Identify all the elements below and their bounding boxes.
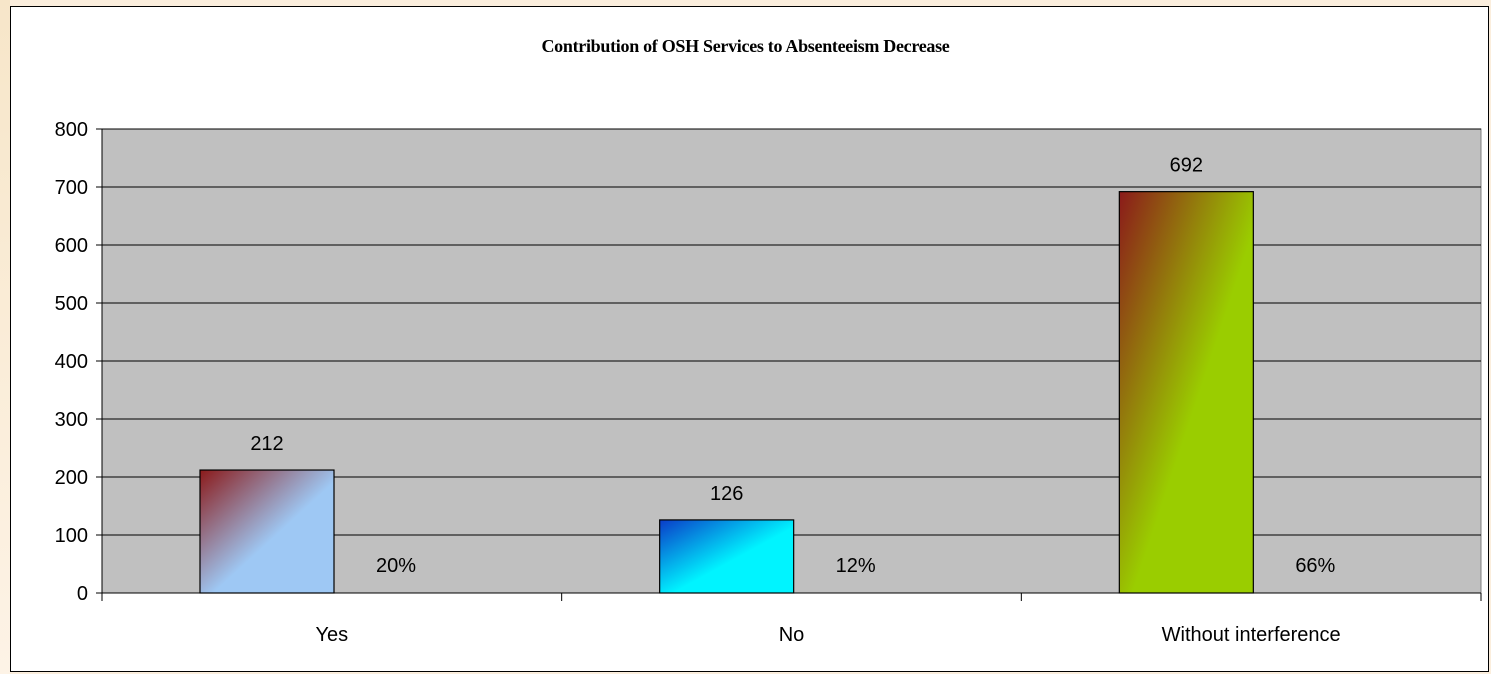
y-tick-label-700: 700: [55, 177, 88, 199]
x-tick-label-2: Without interference: [1162, 624, 1341, 646]
y-tick-label-600: 600: [55, 235, 88, 257]
bars: [199, 191, 1254, 594]
percent-label-1: 12%: [836, 555, 876, 577]
y-tick-label-800: 800: [55, 119, 88, 141]
value-label-2: 692: [1170, 155, 1203, 177]
percent-label-0: 20%: [376, 555, 416, 577]
y-tick-label-300: 300: [55, 409, 88, 431]
percent-label-2: 66%: [1295, 555, 1335, 577]
value-label-0: 212: [250, 433, 283, 455]
y-tick-label-0: 0: [77, 583, 88, 605]
y-tick-label-400: 400: [55, 351, 88, 373]
value-label-1: 126: [710, 483, 743, 505]
bar-without-interference: [1118, 191, 1254, 594]
page-background: [0, 0, 10, 674]
y-tick-label-500: 500: [55, 293, 88, 315]
x-tick-label-0: Yes: [316, 624, 349, 646]
y-tick-label-200: 200: [55, 467, 88, 489]
labels: 0 100 200 300 400 500 600 700 800 212 20% Yes 126 12%…: [55, 119, 1341, 646]
bar-no: [659, 519, 795, 594]
x-tick-label-1: No: [779, 624, 805, 646]
chart-title: Contribution of OSH Services to Absentee…: [541, 36, 950, 56]
bar-yes: [199, 469, 335, 594]
y-tick-label-100: 100: [55, 525, 88, 547]
